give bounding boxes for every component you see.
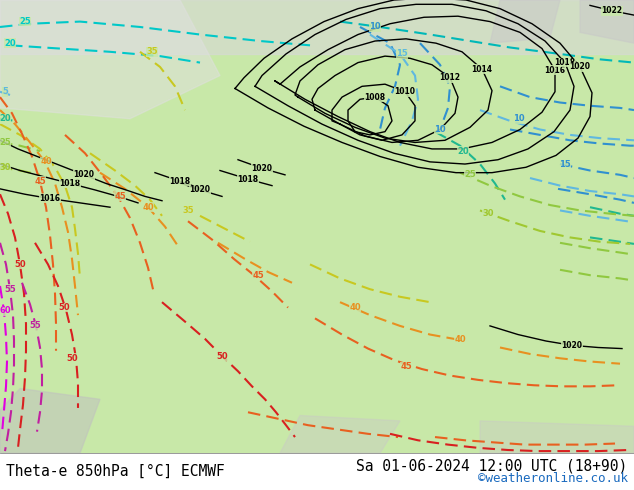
Text: 50: 50	[58, 303, 70, 312]
Text: 60: 60	[0, 306, 11, 315]
Text: 25: 25	[0, 138, 11, 147]
Text: 1018: 1018	[238, 174, 259, 184]
Text: 55: 55	[4, 285, 16, 294]
Text: 1020: 1020	[74, 171, 94, 179]
Polygon shape	[480, 421, 634, 453]
Text: 1018: 1018	[60, 179, 81, 188]
Text: 1010: 1010	[394, 87, 415, 96]
Text: 5: 5	[2, 87, 8, 96]
Text: Sa 01-06-2024 12:00 UTC (18+90): Sa 01-06-2024 12:00 UTC (18+90)	[356, 459, 628, 474]
Polygon shape	[280, 416, 400, 453]
Text: 1012: 1012	[439, 73, 460, 82]
Text: 20: 20	[0, 114, 11, 123]
Polygon shape	[0, 0, 220, 119]
Text: 10: 10	[513, 114, 525, 123]
Text: 10: 10	[434, 125, 446, 134]
Text: 25: 25	[19, 17, 31, 26]
Text: 50: 50	[66, 354, 78, 363]
Text: 40: 40	[454, 336, 466, 344]
Text: 1018: 1018	[555, 58, 576, 67]
Text: 35: 35	[182, 206, 194, 215]
Polygon shape	[0, 0, 634, 54]
Text: 55: 55	[29, 321, 41, 330]
Text: 1018: 1018	[169, 177, 191, 186]
Text: 1022: 1022	[602, 6, 623, 15]
Polygon shape	[580, 0, 634, 43]
Text: 1020: 1020	[252, 164, 273, 173]
Text: 1016: 1016	[545, 66, 566, 74]
Text: 50: 50	[216, 352, 228, 361]
Text: 1008: 1008	[365, 93, 385, 101]
Text: 50: 50	[14, 260, 26, 269]
Polygon shape	[0, 389, 100, 453]
Text: 15: 15	[396, 49, 408, 58]
Text: 1020: 1020	[190, 185, 210, 195]
Text: 1020: 1020	[562, 341, 583, 350]
Text: 25: 25	[464, 171, 476, 179]
Text: 15: 15	[559, 160, 571, 169]
Text: 40: 40	[349, 303, 361, 312]
Text: 45: 45	[400, 363, 412, 371]
Text: 45: 45	[252, 270, 264, 280]
Text: 30: 30	[0, 163, 11, 172]
Text: 1020: 1020	[569, 62, 590, 72]
Text: 20: 20	[457, 147, 469, 156]
Text: 1014: 1014	[472, 65, 493, 74]
Text: 40: 40	[142, 203, 154, 212]
Text: 45: 45	[114, 192, 126, 201]
Text: ©weatheronline.co.uk: ©weatheronline.co.uk	[477, 472, 628, 485]
Text: 40: 40	[40, 157, 52, 167]
Text: 10: 10	[369, 23, 381, 31]
Text: Theta-e 850hPa [°C] ECMWF: Theta-e 850hPa [°C] ECMWF	[6, 464, 225, 479]
Text: 45: 45	[34, 177, 46, 186]
Text: 20: 20	[4, 39, 16, 48]
Text: 35: 35	[146, 48, 158, 56]
Polygon shape	[490, 0, 560, 43]
Text: 1016: 1016	[39, 194, 60, 203]
Text: 30: 30	[482, 209, 494, 218]
